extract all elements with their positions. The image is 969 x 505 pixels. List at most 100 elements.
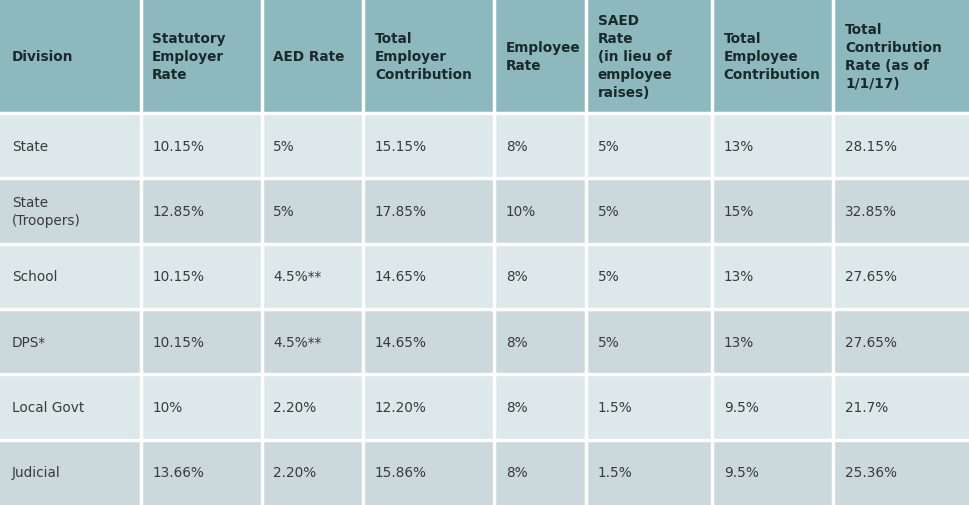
Text: School: School (12, 270, 57, 284)
Text: 8%: 8% (506, 466, 527, 479)
Text: 13%: 13% (724, 139, 754, 153)
Bar (363, 114, 494, 179)
Text: 15.15%: 15.15% (375, 139, 427, 153)
Text: 27.65%: 27.65% (845, 270, 897, 284)
Text: 4.5%**: 4.5%** (273, 270, 322, 284)
Text: 32.85%: 32.85% (845, 205, 897, 219)
Text: Judicial: Judicial (12, 466, 60, 479)
Text: State: State (12, 139, 47, 153)
Text: 13.66%: 13.66% (152, 466, 204, 479)
Text: 2.20%: 2.20% (273, 466, 317, 479)
Text: Total
Employer
Contribution: Total Employer Contribution (375, 32, 472, 82)
Text: 5%: 5% (273, 205, 295, 219)
Text: 14.65%: 14.65% (375, 270, 427, 284)
Bar (833, 179, 969, 244)
Bar (0, 375, 141, 440)
Text: DPS*: DPS* (12, 335, 46, 349)
Bar (262, 0, 363, 114)
Text: 10%: 10% (506, 205, 536, 219)
Bar (712, 114, 833, 179)
Text: 13%: 13% (724, 270, 754, 284)
Bar (0, 114, 141, 179)
Bar (262, 309, 363, 375)
Text: 14.65%: 14.65% (375, 335, 427, 349)
Text: 2.20%: 2.20% (273, 400, 317, 414)
Text: 10.15%: 10.15% (152, 335, 204, 349)
Text: 5%: 5% (598, 270, 619, 284)
Bar (363, 179, 494, 244)
Text: 8%: 8% (506, 400, 527, 414)
Text: 21.7%: 21.7% (845, 400, 889, 414)
Bar (141, 114, 262, 179)
Text: Total
Employee
Contribution: Total Employee Contribution (724, 32, 821, 82)
Text: AED Rate: AED Rate (273, 50, 345, 64)
Bar (494, 375, 586, 440)
Text: 8%: 8% (506, 139, 527, 153)
Text: 15.86%: 15.86% (375, 466, 427, 479)
Text: Division: Division (12, 50, 73, 64)
Bar (586, 179, 712, 244)
Bar (833, 309, 969, 375)
Bar (262, 179, 363, 244)
Text: State
(Troopers): State (Troopers) (12, 195, 80, 227)
Bar (712, 375, 833, 440)
Bar (494, 114, 586, 179)
Bar (141, 179, 262, 244)
Text: 10.15%: 10.15% (152, 139, 204, 153)
Bar (712, 244, 833, 309)
Text: 1.5%: 1.5% (598, 466, 633, 479)
Bar (833, 114, 969, 179)
Bar (712, 440, 833, 505)
Bar (586, 375, 712, 440)
Bar (262, 440, 363, 505)
Text: 12.20%: 12.20% (375, 400, 427, 414)
Bar (141, 440, 262, 505)
Bar (494, 0, 586, 114)
Text: 13%: 13% (724, 335, 754, 349)
Bar (262, 244, 363, 309)
Text: 5%: 5% (598, 139, 619, 153)
Bar (833, 244, 969, 309)
Text: 17.85%: 17.85% (375, 205, 427, 219)
Text: 10.15%: 10.15% (152, 270, 204, 284)
Bar (363, 0, 494, 114)
Bar (494, 244, 586, 309)
Bar (494, 440, 586, 505)
Bar (141, 375, 262, 440)
Bar (141, 0, 262, 114)
Bar (0, 244, 141, 309)
Text: 8%: 8% (506, 335, 527, 349)
Text: SAED
Rate
(in lieu of
employee
raises): SAED Rate (in lieu of employee raises) (598, 14, 672, 99)
Text: Local Govt: Local Govt (12, 400, 84, 414)
Bar (586, 114, 712, 179)
Bar (494, 309, 586, 375)
Bar (712, 0, 833, 114)
Text: 28.15%: 28.15% (845, 139, 897, 153)
Text: 8%: 8% (506, 270, 527, 284)
Bar (586, 309, 712, 375)
Text: 5%: 5% (598, 335, 619, 349)
Text: Employee
Rate: Employee Rate (506, 41, 580, 73)
Bar (363, 440, 494, 505)
Text: 12.85%: 12.85% (152, 205, 204, 219)
Text: 4.5%**: 4.5%** (273, 335, 322, 349)
Text: 15%: 15% (724, 205, 754, 219)
Bar (712, 179, 833, 244)
Bar (363, 375, 494, 440)
Text: 10%: 10% (152, 400, 182, 414)
Bar (494, 179, 586, 244)
Text: 27.65%: 27.65% (845, 335, 897, 349)
Bar (141, 244, 262, 309)
Bar (0, 0, 141, 114)
Bar (262, 114, 363, 179)
Text: Total
Contribution
Rate (as of
1/1/17): Total Contribution Rate (as of 1/1/17) (845, 23, 942, 90)
Bar (0, 179, 141, 244)
Bar (586, 440, 712, 505)
Bar (0, 309, 141, 375)
Bar (833, 375, 969, 440)
Bar (141, 309, 262, 375)
Bar (712, 309, 833, 375)
Bar (0, 440, 141, 505)
Text: 1.5%: 1.5% (598, 400, 633, 414)
Bar (833, 440, 969, 505)
